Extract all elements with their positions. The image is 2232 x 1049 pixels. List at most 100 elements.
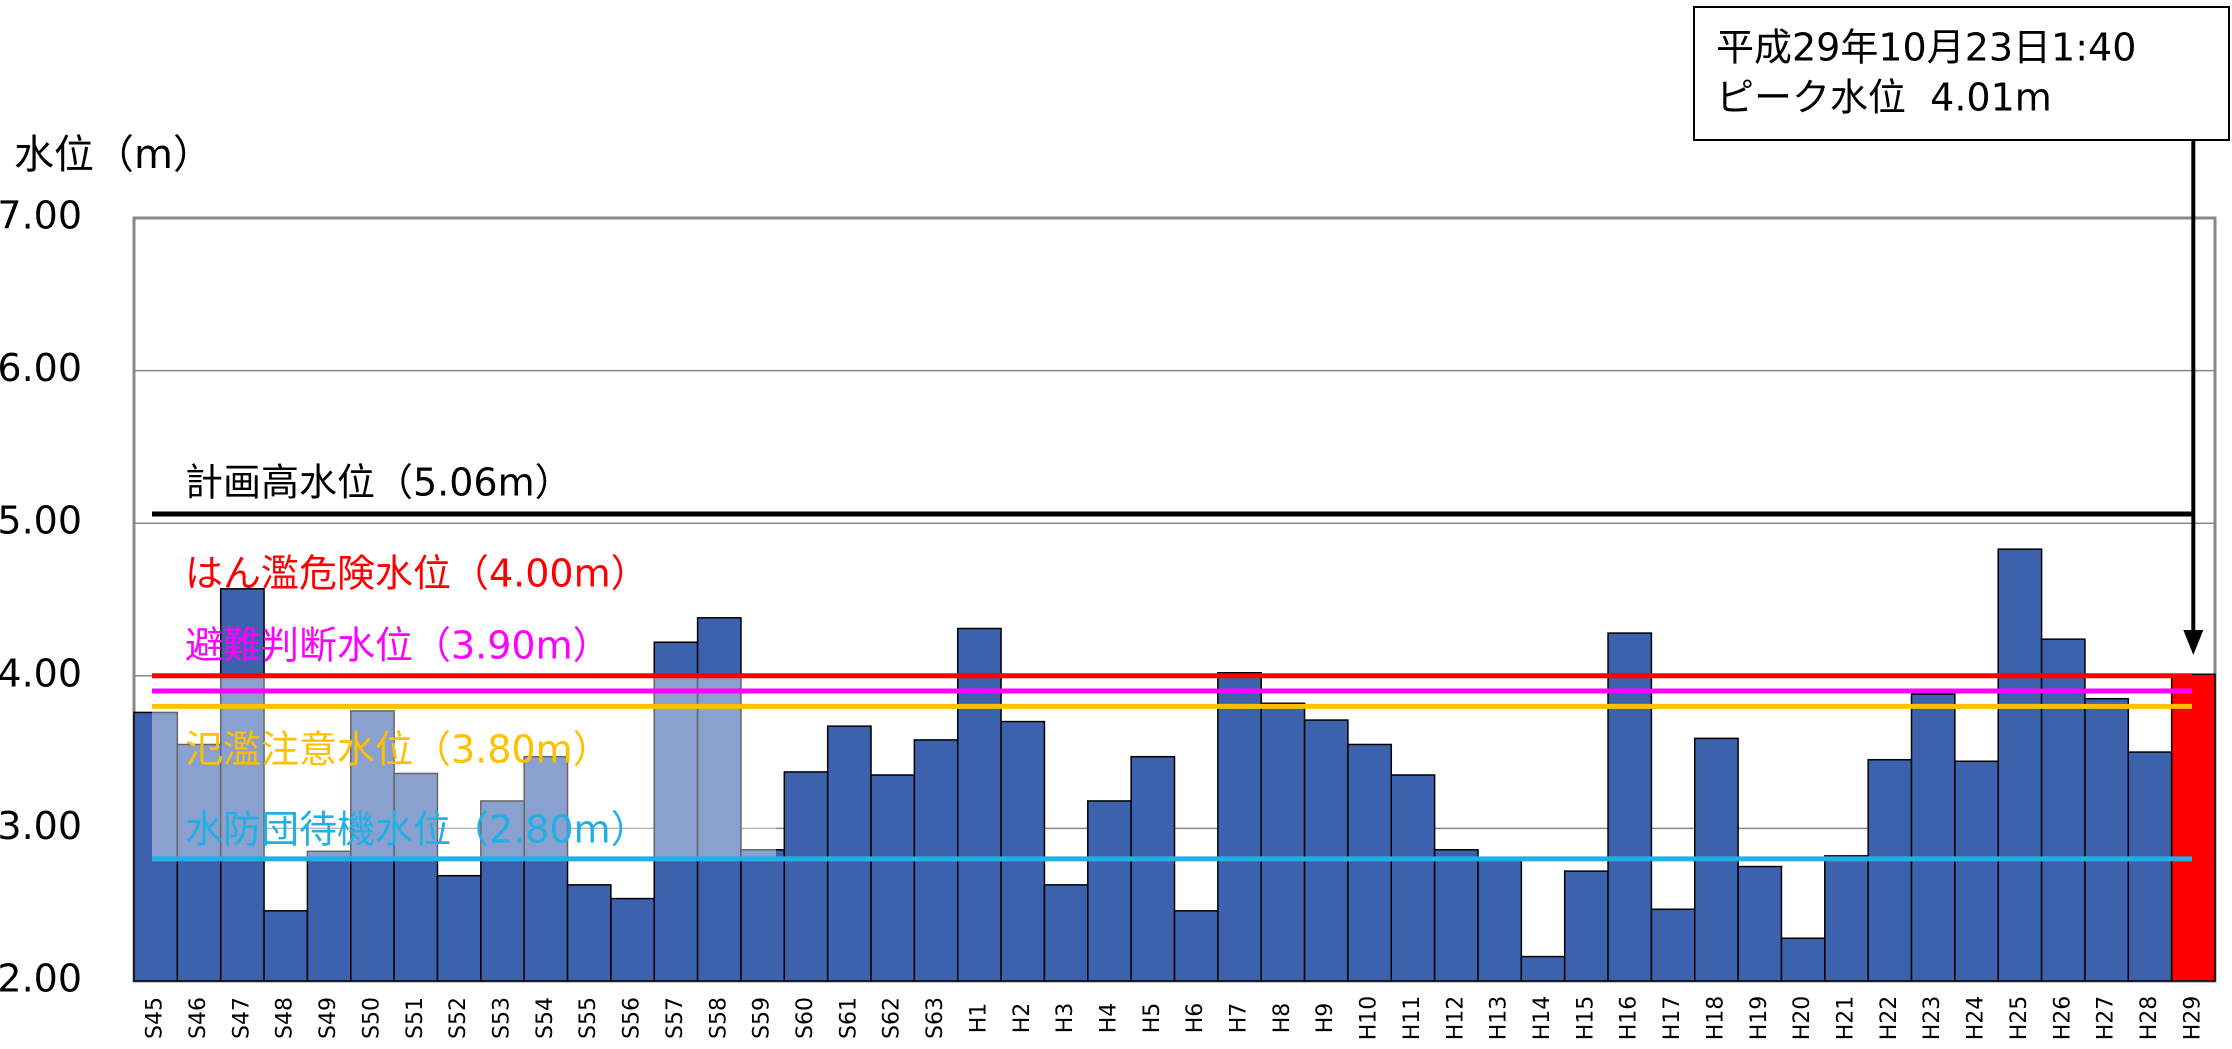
bar: [2040, 638, 2086, 982]
x-tick-label: S47: [229, 997, 254, 1039]
x-tick-label: H19: [1747, 996, 1772, 1041]
bar: [1737, 865, 1783, 982]
bar: [219, 588, 265, 982]
x-tick-label: S59: [750, 997, 775, 1039]
y-tick-label: 6.00: [0, 346, 82, 390]
bar: [1780, 937, 1826, 982]
bar: [610, 897, 655, 982]
x-tick-label: H14: [1530, 996, 1555, 1041]
x-tick-label: H9: [1313, 1003, 1338, 1034]
x-tick-label: S48: [273, 997, 298, 1039]
bar: [2127, 751, 2173, 982]
bar: [1477, 856, 1523, 982]
x-tick-label: S60: [793, 997, 818, 1039]
bar: [306, 850, 352, 982]
bar: [653, 641, 699, 982]
x-tick-label: H27: [2094, 996, 2119, 1041]
bar: [2170, 673, 2216, 982]
x-tick-label: S57: [663, 997, 688, 1039]
x-tick-label: H11: [1400, 996, 1425, 1041]
x-tick-label: S49: [316, 997, 341, 1039]
bar: [696, 617, 742, 982]
x-tick-label: H22: [1877, 996, 1902, 1041]
x-tick-label: S63: [923, 997, 948, 1039]
x-tick-label: S58: [706, 997, 731, 1039]
annotation-box: [1693, 6, 2230, 141]
x-tick-label: H1: [966, 1003, 991, 1034]
reference-label: 氾濫注意水位（3.80m）: [185, 728, 611, 772]
x-tick-label: H25: [2007, 996, 2032, 1041]
x-tick-label: H23: [1920, 996, 1945, 1041]
reference-label: 避難判断水位（3.90m）: [185, 624, 611, 668]
bar: [523, 755, 569, 982]
x-tick-label: H29: [2180, 996, 2205, 1041]
arrow-head: [2183, 630, 2204, 655]
x-tick-label: S51: [403, 997, 428, 1039]
bar: [1563, 870, 1609, 982]
x-tick-label: S45: [143, 997, 168, 1039]
x-tick-label: S55: [576, 997, 601, 1039]
x-tick-label: H20: [1790, 996, 1815, 1041]
bar: [826, 725, 872, 982]
x-tick-label: H26: [2050, 996, 2075, 1041]
x-tick-label: S62: [880, 997, 905, 1039]
bar: [956, 627, 1002, 982]
reference-label: 水防団待機水位（2.80m）: [185, 808, 649, 852]
bar: [1173, 910, 1219, 982]
annotation-text: ピーク水位 4.01m: [1716, 76, 2052, 120]
x-tick-label: H6: [1183, 1003, 1208, 1034]
bar: [783, 771, 829, 982]
bar: [1347, 743, 1393, 982]
bar: [1867, 758, 1913, 982]
bar: [1000, 720, 1046, 982]
x-tick-label: S46: [186, 997, 211, 1039]
x-tick-label: H4: [1096, 1003, 1121, 1034]
bar: [1520, 955, 1566, 982]
bar: [436, 874, 482, 982]
bar: [2084, 697, 2130, 982]
bar: [870, 774, 916, 982]
bar: [1433, 849, 1479, 982]
bar: [1650, 908, 1696, 982]
x-tick-label: S61: [836, 997, 861, 1039]
bar: [263, 910, 309, 982]
annotation-text: 平成29年10月23日1:40: [1716, 26, 2136, 70]
y-tick-label: 3.00: [0, 804, 82, 848]
bar: [393, 772, 439, 982]
x-tick-label: H12: [1443, 996, 1468, 1041]
bar: [1303, 719, 1349, 982]
x-tick-label: H2: [1010, 1003, 1035, 1034]
x-tick-label: S50: [359, 997, 384, 1039]
x-tick-label: H13: [1487, 996, 1512, 1041]
bar: [1390, 774, 1436, 982]
x-tick-label: H24: [1964, 996, 1989, 1041]
x-tick-label: H21: [1833, 996, 1858, 1041]
bar: [1824, 855, 1869, 982]
y-tick-label: 7.00: [0, 194, 82, 238]
bar: [1087, 800, 1132, 982]
x-tick-label: H7: [1227, 1003, 1252, 1034]
x-tick-label: H16: [1617, 996, 1642, 1041]
bar: [350, 710, 395, 982]
x-tick-label: H28: [2137, 996, 2162, 1041]
y-tick-label: 4.00: [0, 651, 82, 695]
bar: [1217, 671, 1262, 982]
reference-label: 計画高水位（5.06m）: [185, 461, 573, 505]
x-tick-label: H18: [1703, 996, 1728, 1041]
bar: [566, 884, 612, 982]
bar: [1607, 632, 1653, 982]
x-tick-label: H3: [1053, 1003, 1078, 1034]
x-tick-label: S56: [620, 997, 645, 1039]
x-tick-label: S53: [490, 997, 515, 1039]
x-tick-label: H17: [1660, 996, 1685, 1041]
x-tick-label: H5: [1140, 1003, 1165, 1034]
bar: [740, 849, 786, 982]
x-tick-label: H15: [1573, 996, 1598, 1041]
reference-label: はん濫危険水位（4.00m）: [185, 552, 649, 596]
bar: [1954, 760, 1999, 982]
y-tick-label: 2.00: [0, 957, 82, 1001]
x-tick-label: S52: [446, 997, 471, 1039]
bar: [1997, 548, 2043, 982]
bar: [1910, 693, 1956, 982]
